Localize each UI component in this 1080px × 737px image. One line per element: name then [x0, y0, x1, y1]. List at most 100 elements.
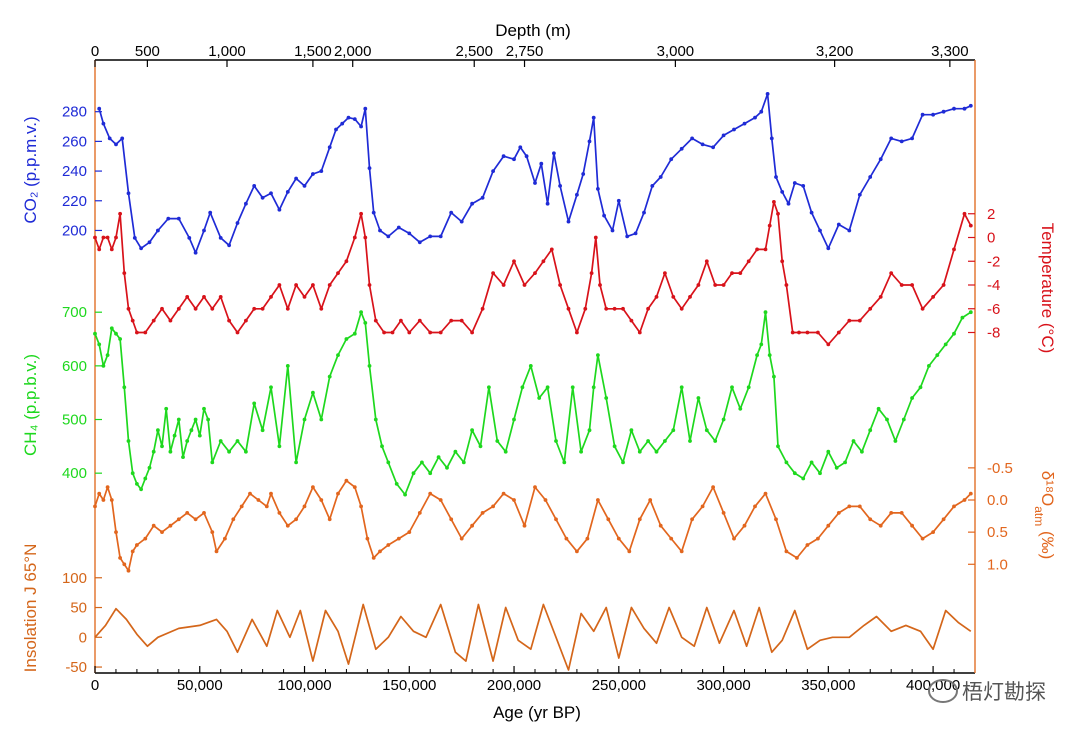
data-point — [344, 337, 349, 341]
data-point — [545, 385, 550, 390]
data-point — [459, 536, 464, 541]
data-point — [470, 428, 474, 433]
data-point — [223, 536, 227, 541]
data-point — [417, 318, 422, 323]
data-point — [359, 211, 363, 216]
data-point — [857, 504, 862, 509]
data-point — [528, 364, 533, 368]
data-point — [663, 271, 667, 275]
y-tick-label: 700 — [62, 304, 87, 321]
data-point — [910, 523, 914, 528]
series-3: -0.5 0.0 0.5 1.0 δ¹⁸Oatm (‰) — [93, 460, 1057, 573]
data-point — [285, 523, 290, 528]
data-point — [480, 511, 485, 515]
data-point — [616, 198, 621, 203]
data-point — [931, 295, 935, 299]
data-point — [363, 235, 368, 240]
data-point — [218, 236, 223, 240]
data-point — [461, 460, 466, 465]
data-point — [625, 234, 630, 239]
data-point — [411, 471, 416, 476]
data-point — [147, 465, 152, 470]
data-point — [587, 139, 592, 144]
data-point — [633, 231, 638, 236]
data-point — [438, 498, 443, 502]
data-point — [176, 216, 181, 221]
data-point — [235, 330, 240, 335]
data-point — [227, 449, 232, 454]
x-top-tick-label: 2,500 — [455, 43, 493, 60]
data-point — [713, 283, 718, 287]
data-point — [160, 306, 164, 311]
series-1: 2 0 -2 -4 -6 -8 Temperature (°C) — [93, 200, 1057, 353]
data-point — [650, 184, 655, 188]
data-point — [277, 283, 282, 287]
data-point — [107, 136, 112, 141]
x-top-tick-label: 1,000 — [208, 43, 246, 60]
y-axis-title: CH₄ (p.p.b.v.) — [21, 354, 40, 456]
data-point — [172, 433, 177, 438]
data-point — [610, 228, 615, 233]
data-point — [629, 428, 634, 433]
data-point — [554, 517, 558, 522]
data-point — [378, 228, 382, 233]
data-point — [208, 210, 213, 215]
data-point — [851, 439, 856, 443]
data-point — [732, 536, 736, 541]
data-point — [809, 210, 814, 215]
data-point — [382, 330, 386, 335]
x-bottom-tick-label: 0 — [91, 677, 99, 694]
data-point — [713, 439, 718, 443]
data-point — [334, 127, 338, 132]
y-tick-label: 0.5 — [987, 524, 1008, 541]
data-point — [558, 283, 562, 287]
data-point — [524, 154, 529, 159]
data-point — [621, 306, 625, 311]
data-point — [646, 306, 650, 311]
data-point — [269, 385, 273, 390]
data-point — [436, 455, 441, 459]
data-point — [847, 504, 852, 509]
data-point — [755, 353, 759, 357]
data-point — [920, 306, 925, 311]
data-point — [135, 482, 139, 486]
data-point — [899, 139, 904, 144]
data-point — [730, 385, 734, 390]
data-point — [826, 246, 831, 251]
data-point — [168, 318, 173, 323]
data-point — [537, 396, 542, 400]
data-point — [759, 342, 764, 347]
series-line — [94, 311, 972, 496]
data-point — [346, 115, 351, 120]
data-point — [836, 511, 841, 515]
data-point — [135, 543, 139, 547]
data-point — [118, 337, 122, 341]
data-point — [122, 562, 127, 567]
data-point — [738, 406, 743, 411]
data-point — [294, 460, 298, 465]
data-point — [480, 306, 485, 311]
data-point — [943, 342, 948, 347]
y-tick-label: 0 — [987, 230, 995, 247]
x-bottom-tick-label: 100,000 — [277, 677, 331, 694]
data-point — [114, 331, 118, 336]
data-point — [285, 306, 290, 311]
data-point — [857, 318, 862, 323]
data-point — [239, 504, 244, 509]
data-point — [294, 283, 298, 287]
x-top-tick-label: 3,200 — [816, 43, 854, 60]
data-point — [671, 295, 676, 299]
x-bottom-tick-label: 200,000 — [487, 677, 541, 694]
data-point — [311, 283, 315, 287]
x-bottom-tick-label: 350,000 — [801, 677, 855, 694]
y-tick-label: 280 — [62, 104, 87, 121]
data-point — [579, 449, 583, 454]
data-point — [774, 175, 778, 179]
data-point — [836, 222, 841, 227]
data-point — [642, 210, 646, 215]
data-point — [187, 236, 192, 240]
data-point — [962, 106, 967, 111]
data-point — [606, 517, 611, 522]
data-point — [160, 444, 164, 449]
series-2: 400 500 600 700 CH₄ (p.p.b.v.) — [21, 304, 973, 497]
